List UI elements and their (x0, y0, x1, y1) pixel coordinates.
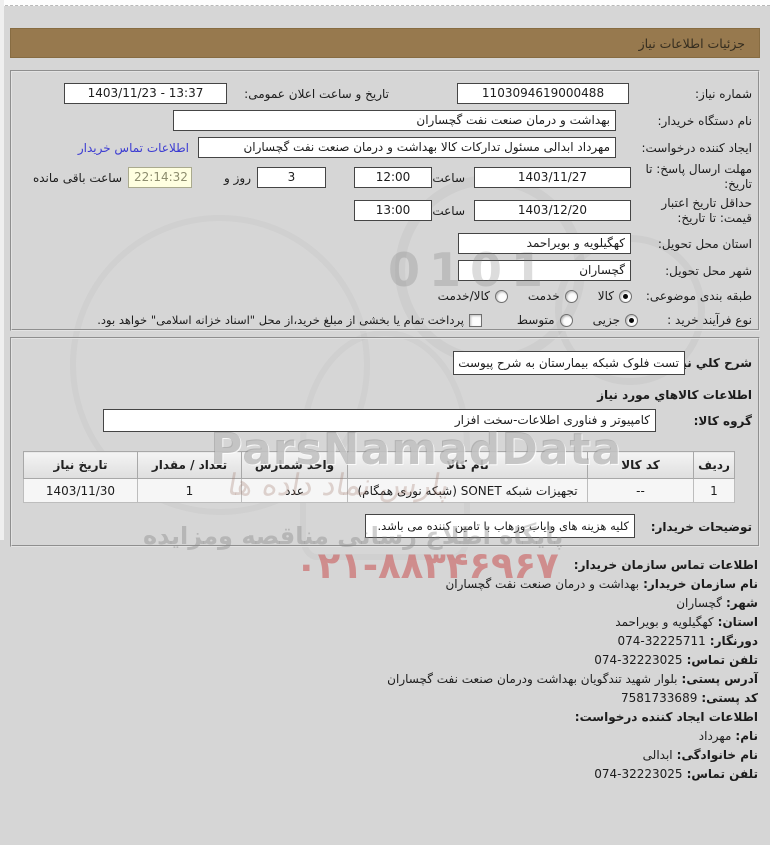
price-validity-label: حداقل تاریخ اعتبار قیمت: تا تاریخ: (661, 196, 752, 225)
general-desc-field[interactable]: تست فلوک شبکه بیمارستان به شرح پیوست (453, 351, 685, 375)
goods-group-field[interactable]: کامپیوتر و فناوری اطلاعات-سخت افزار (103, 409, 656, 432)
goods-info-panel: شرح کلي نیاز: تست فلوک شبکه بیمارستان به… (10, 337, 760, 547)
radio-service-icon[interactable] (564, 289, 578, 303)
contact-line-org-name: نام سازمان خریدار:بهداشت و درمان صنعت نف… (445, 577, 758, 591)
request-creator-field[interactable]: مهرداد ابدالی مسئول تدارکات کالا بهداشت … (198, 137, 616, 158)
delivery-city-label: شهر محل تحویل: (665, 264, 752, 278)
buyer-note-label: توضیحات خریدار: (650, 520, 752, 534)
contact-line-city: شهر:گچساران (676, 596, 758, 610)
need-number-label: شماره نیاز: (695, 87, 752, 101)
cell-quantity: 1 (137, 478, 242, 503)
creator-line-last-name: نام خانوادگی:ابدالی (642, 748, 758, 762)
need-number-field[interactable]: 1103094619000488 (457, 83, 629, 104)
goods-table-row: 1 -- تجهیزات شبکه SONET (شبکه نوری همگام… (23, 478, 735, 503)
radio-medium[interactable]: متوسط (517, 313, 573, 327)
goods-table-header-row: ردیف کد کالا نام کالا واحد شمارش تعداد /… (23, 451, 735, 479)
request-creator-label: ایجاد کننده درخواست: (641, 141, 752, 155)
process-type-label: نوع فرآیند خرید : (667, 313, 752, 327)
col-goods-code: کد کالا (587, 451, 694, 479)
treasury-note: پرداخت تمام یا بخشی از مبلغ خرید،از محل … (97, 313, 464, 327)
contact-line-address: آدرس پستی:بلوار شهید تندگویان بهداشت ودر… (387, 672, 758, 686)
creator-line-phone: تلفن تماس:32223025-074 (594, 767, 758, 781)
creator-contact-header: اطلاعات ایجاد کننده درخواست: (574, 710, 758, 724)
delivery-province-label: استان محل تحویل: (657, 237, 752, 251)
reply-deadline-label: مهلت ارسال پاسخ: تا تاریخ: (645, 162, 752, 191)
cell-unit: عدد (241, 478, 348, 503)
goods-section-header: اطلاعات کالاهاي مورد نیاز (597, 388, 752, 402)
section-titlebar: جزئیات اطلاعات نیاز (10, 28, 760, 58)
classification-label: طبقه بندی موضوعی: (645, 289, 752, 303)
treasury-checkbox[interactable] (469, 313, 482, 327)
cell-row-number: 1 (693, 478, 735, 503)
radio-medium-icon[interactable] (559, 313, 573, 327)
radio-goods[interactable]: کالا (598, 289, 632, 303)
announce-datetime-label: تاریخ و ساعت اعلان عمومی: (244, 87, 389, 101)
radio-partial-icon[interactable] (625, 313, 638, 327)
org-contact-header: اطلاعات تماس سازمان خریدار: (573, 558, 758, 572)
col-goods-name: نام کالا (347, 451, 588, 479)
hour-label: ساعت (432, 171, 465, 185)
buyer-contact-link[interactable]: اطلاعات تماس خریدار (77, 141, 189, 155)
buyer-org-label: نام دستگاه خریدار: (657, 114, 753, 128)
contact-info-block: اطلاعات تماس سازمان خریدار: نام سازمان خ… (12, 556, 758, 784)
radio-goods-service[interactable]: کالا/خدمت (438, 289, 508, 303)
hours-remaining-label: ساعت باقی مانده (32, 171, 122, 185)
cell-need-date: 1403/11/30 (23, 478, 138, 503)
price-validity-date-field[interactable]: 1403/12/20 (474, 200, 631, 221)
radio-goods-icon[interactable] (619, 289, 632, 303)
contact-line-fax: دورنگار:32225711-074 (617, 634, 758, 648)
buyer-org-field[interactable]: بهداشت و درمان صنعت نفت گچساران (173, 110, 616, 131)
cell-goods-code: -- (587, 478, 694, 503)
col-need-date: تاریخ نیاز (23, 451, 138, 479)
radio-goods-service-icon[interactable] (494, 289, 508, 303)
hour-label: ساعت (432, 204, 465, 218)
contact-line-province: استان:کهگیلویه و بویراحمد (615, 615, 758, 629)
need-info-panel: شماره نیاز: 1103094619000488 تاریخ و ساع… (10, 70, 760, 331)
days-and-label: روز و (224, 171, 251, 185)
col-row-number: ردیف (693, 451, 735, 479)
buyer-note-field[interactable]: کلیه هزینه های وایاب وزهاب با تامین کنند… (365, 514, 635, 538)
treasury-checkbox-row[interactable]: پرداخت تمام یا بخشی از مبلغ خرید،از محل … (97, 313, 482, 327)
delivery-province-field[interactable]: کهگیلویه و بویراحمد (458, 233, 631, 254)
reply-deadline-time-field[interactable]: 12:00 (354, 167, 432, 188)
col-quantity: تعداد / مقدار (137, 451, 242, 479)
radio-service[interactable]: خدمت (528, 289, 578, 303)
announce-datetime-field[interactable]: 13:37 - 1403/11/23 (64, 83, 227, 104)
countdown-timer: 22:14:32 (128, 167, 192, 188)
process-type-options: جزیی متوسط (517, 310, 638, 330)
goods-table: ردیف کد کالا نام کالا واحد شمارش تعداد /… (23, 451, 735, 503)
contact-line-phone: تلفن تماس:32223025-074 (594, 653, 758, 667)
col-unit: واحد شمارش (241, 451, 348, 479)
days-remaining-field[interactable]: 3 (257, 167, 326, 188)
cell-goods-name: تجهیزات شبکه SONET (شبکه نوری همگام) (347, 478, 588, 503)
radio-partial[interactable]: جزیی (593, 313, 638, 327)
page-top-edge (0, 0, 770, 6)
contact-line-postal-code: کد پستی:7581733689 (620, 691, 758, 705)
classification-options: کالا خدمت کالا/خدمت (438, 286, 632, 306)
goods-group-label: گروه کالا: (693, 414, 752, 428)
delivery-city-field[interactable]: گچساران (458, 260, 631, 281)
page-title: جزئیات اطلاعات نیاز (638, 35, 745, 51)
reply-deadline-date-field[interactable]: 1403/11/27 (474, 167, 631, 188)
general-desc-label: شرح کلي نیاز: (666, 356, 752, 370)
creator-line-first-name: نام:مهرداد (698, 729, 758, 743)
page-left-edge (0, 0, 4, 540)
treasury-option: پرداخت تمام یا بخشی از مبلغ خرید،از محل … (97, 310, 482, 330)
price-validity-time-field[interactable]: 13:00 (354, 200, 432, 221)
